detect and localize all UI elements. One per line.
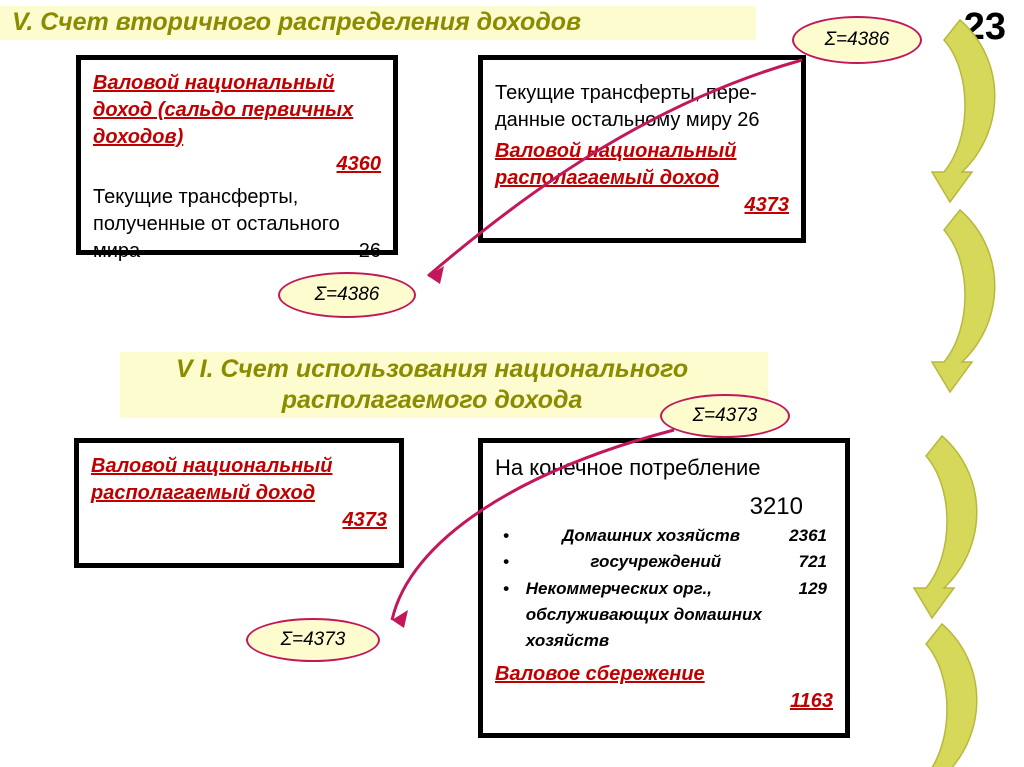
box1R-val2: 4373 [745,192,790,219]
sigma-s2-bottom: Σ=4373 [246,618,380,662]
box2R-val-end: 1163 [790,688,833,715]
section2-title-l1: V I. Счет использования национального [176,355,688,383]
box1L-line2: Текущие трансферты, полученные от осталь… [93,186,340,262]
box1R-line1b: данные остальному миру 26 [495,107,789,134]
box1L-val2: 26 [359,238,381,265]
box2L-line1: Валовой национальный располагаемый доход [91,453,387,507]
box2R-line-end: Валовое сбережение [495,661,833,688]
slide-number: 23 [964,6,1006,49]
box1R-line2: Валовой национальный располагаемый доход [495,138,789,192]
section1-box-left: Валовой национальный доход (сальдо перви… [76,55,398,255]
box1L-line1: Валовой национальный доход (сальдо перви… [93,70,381,151]
section2-title: V I. Счет использования национального ра… [176,354,688,417]
box2L-val1: 4373 [343,507,388,534]
section2-box-right: На конечное потребление 3210 Домашних хо… [478,438,850,738]
sigma-s1-top: Σ=4386 [792,16,922,64]
consumption-item: Некоммерческих орг., обслуживающих домаш… [517,576,833,655]
section2-title-l2: располагаемого дохода [282,386,583,414]
section1-box-right: Текущие трансферты, пере- данные остальн… [478,55,806,243]
box1L-val1: 4360 [337,151,382,178]
consumption-breakdown-list: Домашних хозяйств2361госучреждений721Нек… [517,523,833,655]
box1R-line1a: Текущие трансферты, пере- [495,80,789,107]
sigma-s2-top: Σ=4373 [660,394,790,438]
sigma-s1-bottom: Σ=4386 [278,272,416,318]
consumption-item: Домашних хозяйств2361 [517,523,833,549]
box2R-heading-value: 3210 [495,491,833,523]
section2-box-left: Валовой национальный располагаемый доход… [74,438,404,568]
box2R-heading: На конечное потребление [495,453,833,483]
consumption-item: госучреждений721 [517,549,833,575]
section1-title: V. Счет вторичного распределения доходов [12,8,581,37]
